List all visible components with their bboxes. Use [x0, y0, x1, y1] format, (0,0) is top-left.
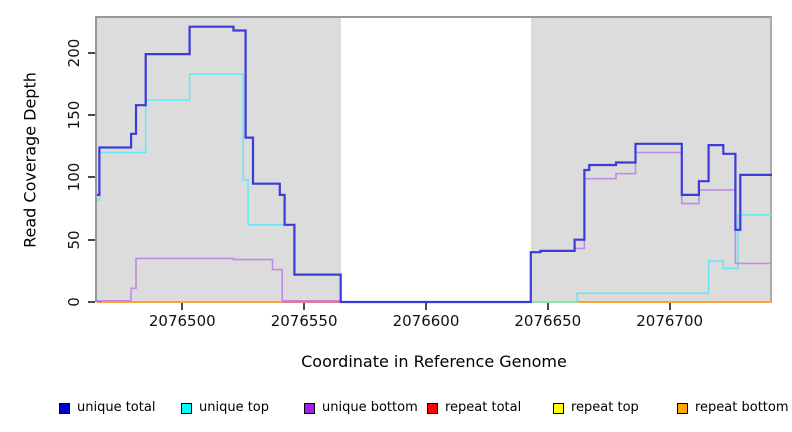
legend-label: repeat total — [445, 400, 522, 415]
legend-item: unique total — [59, 398, 155, 418]
x-tick-label: 2076600 — [392, 312, 460, 330]
x-tick-mark — [424, 303, 427, 310]
y-tick-mark — [88, 238, 95, 241]
x-axis-title: Coordinate in Reference Genome — [301, 352, 567, 371]
legend-swatch-icon — [181, 402, 192, 414]
y-tick-label: 150 — [65, 100, 83, 130]
x-tick-label: 2076700 — [636, 312, 704, 330]
legend-item: unique bottom — [304, 398, 418, 418]
x-tick-mark — [181, 303, 184, 310]
legend-label: repeat bottom — [695, 400, 789, 415]
legend-item: unique top — [181, 398, 269, 418]
legend-label: repeat top — [571, 400, 639, 415]
legend-item: repeat bottom — [677, 398, 789, 418]
y-tick-label: 100 — [65, 163, 83, 192]
legend-item: repeat total — [427, 398, 521, 418]
x-tick-label: 2076650 — [514, 312, 582, 330]
y-tick-label: 0 — [65, 297, 83, 307]
x-tick-mark — [668, 303, 671, 310]
y-tick-mark — [88, 114, 95, 117]
y-tick-mark — [88, 301, 95, 303]
legend-swatch-icon — [427, 402, 438, 414]
coverage-step-lines — [97, 25, 772, 304]
y-axis-title: Read Coverage Depth — [20, 72, 40, 248]
y-tick-mark — [88, 51, 95, 54]
legend-swatch-icon — [553, 402, 564, 414]
legend-label: unique total — [77, 400, 156, 415]
x-tick-label: 2076500 — [148, 312, 216, 330]
x-tick-mark — [303, 303, 306, 310]
legend-swatch-icon — [304, 402, 315, 414]
legend: unique total unique top unique bottom repea… — [0, 398, 792, 422]
x-tick-label: 2076550 — [270, 312, 338, 330]
no-data-gap-region — [340, 18, 531, 302]
y-tick-label: 200 — [65, 38, 83, 68]
plot-panel — [95, 16, 772, 302]
legend-label: unique top — [199, 400, 270, 415]
x-tick-mark — [546, 303, 549, 310]
legend-swatch-icon — [677, 402, 688, 414]
y-tick-label: 50 — [65, 230, 83, 250]
legend-swatch-icon — [59, 402, 70, 414]
y-tick-mark — [88, 176, 95, 179]
legend-item: repeat top — [553, 398, 639, 418]
legend-label: unique bottom — [322, 400, 418, 415]
